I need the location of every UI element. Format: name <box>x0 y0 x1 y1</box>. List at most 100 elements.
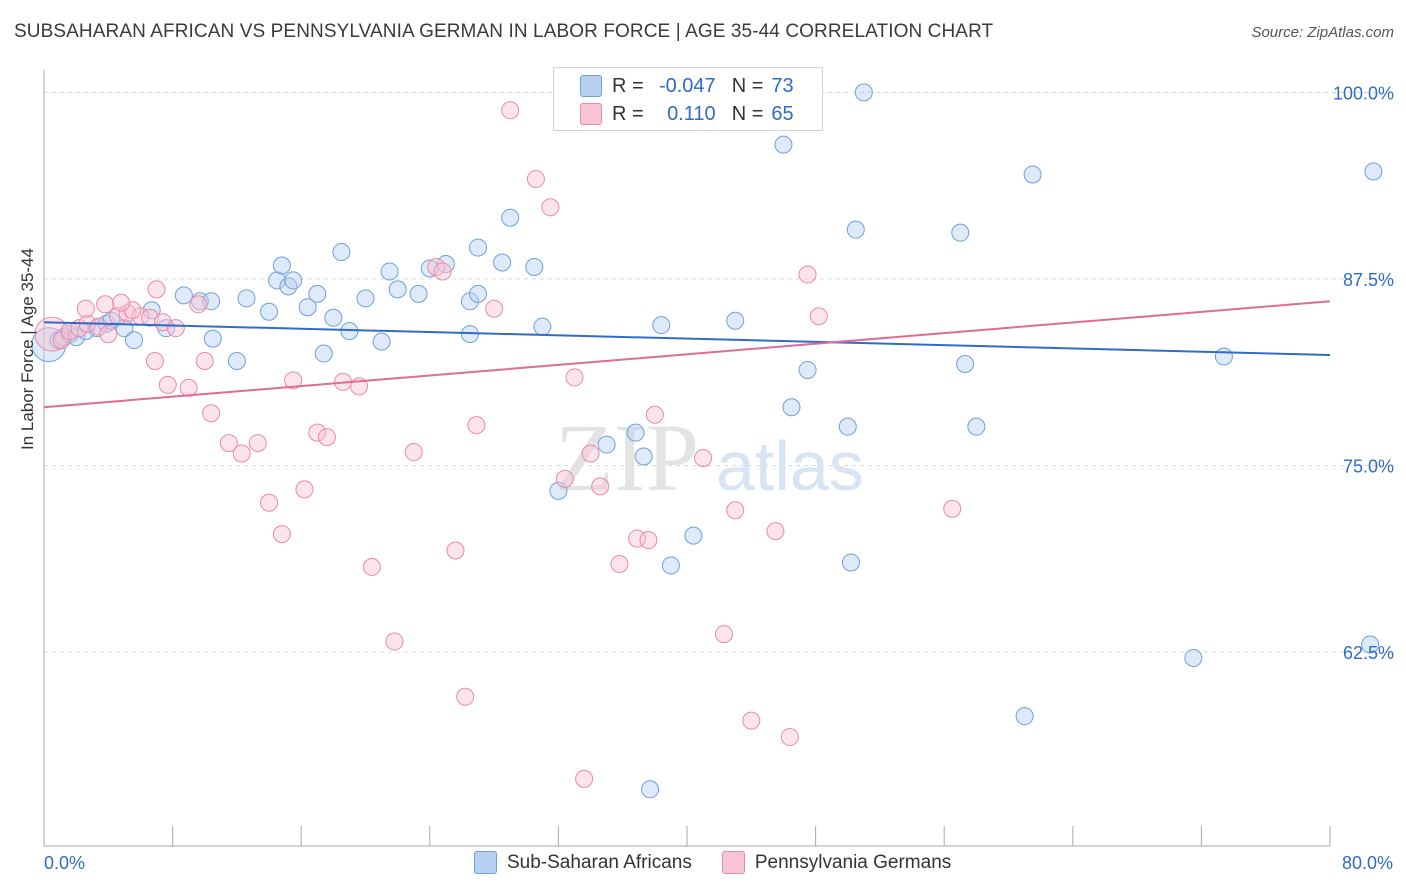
legend-r-value: 0.110 <box>667 102 716 125</box>
point-subsaharan <box>967 417 986 436</box>
point-pennsylvania <box>317 428 336 447</box>
trend-line-subsaharan <box>43 321 1331 357</box>
point-subsaharan <box>549 481 568 500</box>
point-subsaharan <box>1214 347 1233 366</box>
y-axis-label: In Labor Force | Age 35-44 <box>18 248 37 450</box>
point-pennsylvania <box>308 423 327 442</box>
grid-lines <box>44 91 1395 653</box>
point-pennsylvania <box>272 525 291 544</box>
point-subsaharan <box>597 435 616 454</box>
point-subsaharan <box>372 332 391 351</box>
legend-item-subsaharan[interactable]: Sub-Saharan Africans <box>474 851 692 874</box>
legend-n-label: N = <box>731 102 764 125</box>
point-subsaharan <box>356 289 375 308</box>
point-subsaharan <box>227 352 246 370</box>
stats-legend: R = -0.047 N = 73 R = 0.110 N = 65 <box>553 67 823 131</box>
point-pennsylvania <box>628 529 647 548</box>
legend-row-blue: R = -0.047 N = 73 <box>554 72 794 100</box>
legend-swatch-pink <box>721 851 745 874</box>
point-pennsylvania <box>232 444 251 463</box>
point-pennsylvania <box>34 316 70 352</box>
y-tick-label: 75.0% <box>1343 456 1394 476</box>
point-subsaharan <box>203 329 222 348</box>
point-pennsylvania <box>467 416 486 435</box>
point-pennsylvania <box>76 299 95 318</box>
point-subsaharan <box>501 208 520 227</box>
point-pennsylvania <box>99 325 118 344</box>
point-subsaharan <box>380 262 399 281</box>
point-subsaharan <box>684 526 703 545</box>
point-pennsylvania <box>385 632 404 651</box>
point-subsaharan <box>237 289 256 308</box>
point-pennsylvania <box>645 405 664 424</box>
point-pennsylvania <box>166 319 185 338</box>
y-tick-label: 100.0% <box>1333 83 1394 103</box>
point-subsaharan <box>626 423 645 442</box>
point-pennsylvania <box>179 378 198 397</box>
point-pennsylvania <box>798 265 817 284</box>
point-subsaharan <box>533 317 552 336</box>
source-label: Source: ZipAtlas.com <box>1251 24 1394 41</box>
point-subsaharan <box>1361 635 1380 654</box>
legend-n-value: 73 <box>771 74 794 97</box>
point-subsaharan <box>308 284 327 303</box>
point-subsaharan <box>142 301 161 320</box>
y-tick-label: 87.5% <box>1343 270 1394 290</box>
point-pennsylvania <box>694 449 713 467</box>
legend-swatch-blue <box>474 851 497 874</box>
point-pennsylvania <box>446 541 465 560</box>
point-subsaharan <box>1364 162 1383 181</box>
tick-labels: 100.0% 87.5% 75.0% 62.5% 0.0% 80.0% <box>44 83 1394 873</box>
x-tick-label: 0.0% <box>44 853 85 873</box>
point-subsaharan <box>469 238 488 257</box>
point-pennsylvania <box>639 531 658 550</box>
point-pennsylvania <box>189 295 208 314</box>
legend-n-label: N = <box>731 74 764 97</box>
point-pennsylvania <box>147 280 166 299</box>
legend-r-label: R = <box>612 102 644 125</box>
point-subsaharan <box>279 277 298 296</box>
point-pennsylvania <box>96 295 115 314</box>
point-pennsylvania <box>565 368 584 387</box>
point-subsaharan <box>951 223 970 242</box>
point-subsaharan <box>388 280 407 299</box>
point-subsaharan <box>774 135 793 154</box>
point-pennsylvania <box>501 101 520 120</box>
point-subsaharan <box>726 311 745 330</box>
point-pennsylvania <box>575 769 594 788</box>
point-subsaharan <box>157 319 176 338</box>
point-subsaharan <box>661 556 680 575</box>
data-points <box>31 83 1383 799</box>
point-subsaharan <box>1184 648 1203 667</box>
legend-item-pennsylvania[interactable]: Pennsylvania Germans <box>721 851 951 874</box>
point-subsaharan <box>493 253 512 272</box>
point-pennsylvania <box>526 169 545 188</box>
legend-n-value: 65 <box>771 102 794 125</box>
point-subsaharan <box>174 286 193 305</box>
point-pennsylvania <box>248 434 267 453</box>
point-pennsylvania <box>284 371 303 390</box>
chart-title: SUBSAHARAN AFRICAN VS PENNSYLVANIA GERMA… <box>14 21 994 42</box>
watermark: ZIP atlas <box>555 404 864 511</box>
point-pennsylvania <box>433 262 452 281</box>
legend-label-subsaharan: Sub-Saharan Africans <box>507 851 692 873</box>
point-subsaharan <box>641 780 660 799</box>
point-subsaharan <box>260 302 279 321</box>
point-pennsylvania <box>780 728 799 747</box>
legend-swatch-blue <box>580 75 602 97</box>
point-pennsylvania <box>295 480 314 499</box>
point-pennsylvania <box>195 352 214 370</box>
watermark-atlas: atlas <box>716 427 864 505</box>
point-pennsylvania <box>89 317 108 336</box>
point-subsaharan <box>798 360 817 379</box>
point-subsaharan <box>409 284 428 303</box>
point-pennsylvania <box>158 375 177 394</box>
point-subsaharan <box>272 256 291 275</box>
point-pennsylvania <box>202 404 221 423</box>
y-tick-label: 62.5% <box>1343 643 1394 663</box>
point-subsaharan <box>854 83 873 102</box>
point-subsaharan <box>525 257 544 276</box>
point-pennsylvania <box>610 554 629 573</box>
x-tick-label: 80.0% <box>1342 853 1393 873</box>
